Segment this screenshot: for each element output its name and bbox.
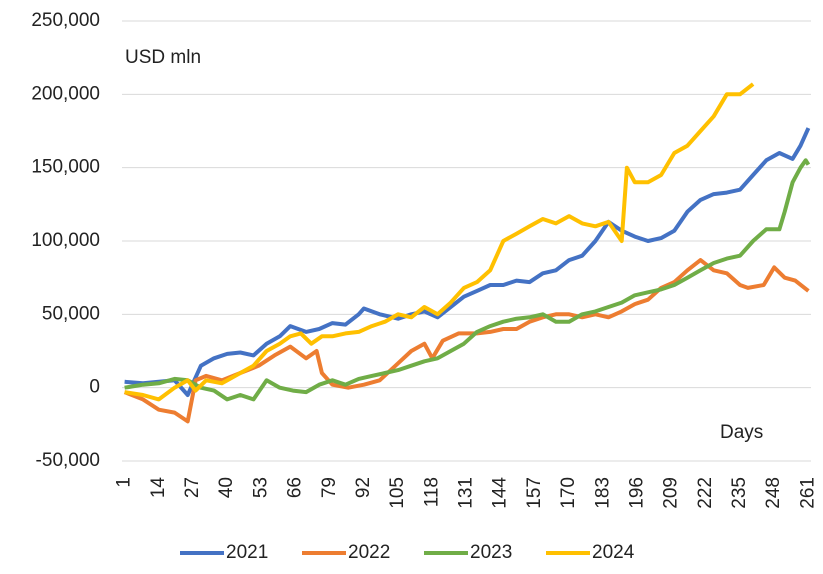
x-tick-label: 183 [592, 477, 613, 509]
x-tick-label: 92 [353, 477, 374, 498]
x-tick-label: 40 [216, 477, 237, 498]
y-tick-label: 50,000 [42, 303, 100, 324]
legend-label: 2021 [226, 542, 268, 563]
x-tick-label: 235 [729, 477, 750, 509]
legend-label: 2023 [470, 542, 512, 563]
x-tick-label: 66 [285, 477, 306, 498]
y-tick-label: -50,000 [36, 450, 100, 471]
x-tick-label: 27 [182, 477, 203, 498]
legend-label: 2022 [348, 542, 390, 563]
x-tick-label: 79 [319, 477, 340, 498]
y-tick-label: 0 [89, 377, 100, 398]
x-axis-annotation: Days [720, 422, 763, 443]
y-unit-annotation: USD mln [125, 47, 201, 68]
x-tick-label: 118 [421, 477, 442, 507]
series-line [124, 158, 811, 402]
series-line [124, 127, 811, 397]
legend-label: 2024 [592, 542, 635, 563]
x-tick-label: 157 [524, 477, 545, 509]
x-tick-label: 53 [250, 477, 271, 498]
y-tick-label: 150,000 [31, 157, 100, 178]
x-tick-label: 209 [661, 477, 682, 509]
x-tick-label: 131 [456, 477, 477, 509]
x-tick-label: 14 [148, 477, 169, 499]
x-tick-label: 144 [490, 477, 511, 509]
y-tick-label: 200,000 [31, 83, 100, 104]
x-tick-label: 248 [763, 477, 784, 509]
y-tick-label: 100,000 [31, 230, 100, 251]
series-line [124, 82, 755, 402]
x-tick-label: 222 [695, 477, 716, 509]
x-tick-label: 261 [797, 477, 818, 509]
y-tick-label: 250,000 [31, 10, 100, 31]
x-tick-label: 105 [387, 477, 408, 509]
x-tick-label: 196 [626, 477, 647, 509]
x-tick-label: 170 [558, 477, 579, 509]
x-tick-label: 1 [114, 477, 135, 488]
